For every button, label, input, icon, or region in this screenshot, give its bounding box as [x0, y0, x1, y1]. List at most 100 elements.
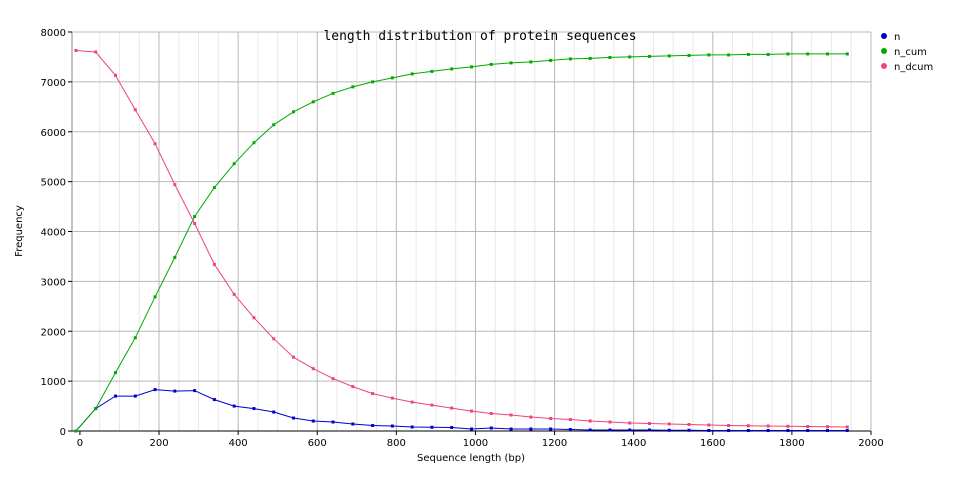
x-tick-label: 1800: [779, 438, 804, 449]
data-point: [212, 262, 216, 266]
y-tick-label: 8000: [41, 28, 66, 39]
data-point: [252, 316, 256, 320]
y-tick-label: 5000: [41, 178, 66, 189]
y-tick-label: 0: [60, 427, 66, 438]
series-line: [75, 53, 848, 432]
data-point: [470, 427, 473, 431]
y-tick-label: 1000: [41, 377, 66, 388]
data-point: [845, 52, 849, 56]
data-point: [707, 429, 711, 433]
data-point: [133, 394, 137, 398]
series-line: [75, 389, 848, 432]
data-point: [766, 52, 770, 56]
data-point: [845, 425, 849, 429]
data-point: [331, 377, 335, 381]
data-point: [628, 421, 632, 425]
data-point: [746, 52, 750, 56]
data-point: [707, 423, 711, 427]
data-point: [351, 385, 355, 389]
data-point: [173, 183, 177, 187]
data-point: [727, 53, 731, 57]
data-point: [568, 418, 572, 422]
data-point: [430, 69, 434, 73]
data-point: [806, 425, 810, 429]
data-point: [588, 56, 592, 60]
legend-label: n_dcum: [894, 62, 933, 73]
data-point: [509, 427, 513, 431]
legend: n n_cum n_dcum: [881, 32, 933, 73]
data-point: [173, 389, 177, 393]
data-point: [687, 423, 691, 427]
data-point: [568, 428, 572, 432]
y-tick-label: 4000: [41, 228, 66, 239]
data-point: [390, 396, 394, 400]
data-point: [390, 424, 394, 428]
x-tick-label: 1200: [542, 438, 567, 449]
data-point: [489, 62, 493, 66]
data-point: [786, 429, 790, 433]
data-point: [470, 409, 473, 413]
y-tick-label: 3000: [41, 277, 66, 288]
data-point: [529, 427, 533, 431]
data-point: [786, 424, 790, 428]
data-point: [351, 85, 355, 89]
data-point: [489, 412, 493, 416]
data-point: [153, 295, 157, 299]
data-point: [292, 355, 296, 359]
data-point: [549, 417, 553, 421]
data-point: [450, 67, 454, 71]
data-point: [292, 416, 296, 420]
data-point: [825, 52, 829, 56]
series-n: [74, 388, 849, 433]
data-point: [74, 48, 78, 52]
data-point: [766, 429, 770, 433]
data-point: [212, 398, 216, 402]
data-point: [588, 428, 592, 432]
data-point: [430, 425, 434, 429]
data-point: [687, 428, 691, 432]
series-n-cum: [74, 52, 849, 433]
x-axis-label: Sequence length (bp): [417, 453, 525, 464]
y-tick-label: 7000: [41, 78, 66, 89]
data-point: [94, 50, 98, 54]
data-point: [272, 123, 276, 127]
series-n-dcum: [74, 48, 849, 429]
data-point: [232, 292, 236, 296]
data-point: [173, 255, 177, 259]
data-point: [133, 108, 137, 112]
data-point: [608, 420, 612, 424]
data-point: [252, 141, 256, 145]
data-point: [193, 389, 197, 393]
data-point: [351, 422, 355, 426]
data-point: [311, 100, 315, 104]
data-point: [727, 424, 731, 428]
data-point: [153, 388, 157, 392]
data-point: [272, 337, 276, 341]
legend-label: n_cum: [894, 47, 927, 58]
data-point: [509, 61, 513, 65]
data-point: [371, 424, 375, 428]
data-point: [806, 429, 810, 433]
data-point: [687, 53, 691, 57]
data-point: [371, 80, 375, 84]
data-point: [114, 73, 118, 77]
data-point: [311, 419, 315, 423]
x-tick-label: 200: [149, 438, 168, 449]
legend-marker: [881, 33, 887, 39]
y-tick-label: 6000: [41, 128, 66, 139]
data-point: [114, 371, 118, 375]
data-point: [232, 162, 236, 166]
data-point: [410, 72, 414, 76]
ticks: 0 200 400 600 800 1000 1200 1400 1600 1800 2000 0 10…: [41, 28, 884, 449]
data-point: [94, 407, 98, 411]
x-tick-label: 600: [308, 438, 327, 449]
x-tick-label: 800: [387, 438, 406, 449]
data-point: [410, 400, 414, 404]
series-layer: [74, 48, 849, 433]
data-point: [667, 422, 671, 426]
data-point: [509, 413, 513, 417]
data-point: [628, 428, 632, 432]
data-point: [786, 52, 790, 56]
chart-title: length distribution of protein sequences: [323, 29, 636, 44]
data-point: [647, 428, 651, 432]
